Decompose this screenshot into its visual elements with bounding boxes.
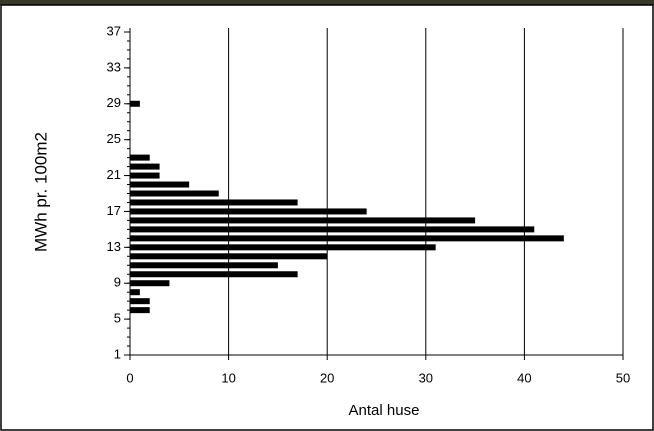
x-tick-label: 30 [419,370,433,385]
x-tick-label: 10 [221,370,235,385]
bar [130,163,160,170]
y-tick-label: 17 [107,203,121,218]
bar [130,181,190,188]
x-tick-label: 50 [616,370,630,385]
top-strip [0,0,654,5]
bar [130,217,476,224]
bar [130,298,150,305]
y-tick-label: 21 [107,167,121,182]
bar [130,253,328,260]
bar [130,280,170,287]
x-axis-label: Antal huse [349,402,420,419]
x-tick-label: 0 [126,370,133,385]
y-axis-label: MWh pr. 100m2 [31,132,50,252]
y-tick-label: 5 [114,311,121,326]
bar [130,262,278,269]
bar [130,289,140,296]
y-tick-label: 37 [107,23,121,38]
bar [130,100,140,107]
x-tick-label: 20 [320,370,334,385]
y-tick-label: 9 [114,275,121,290]
y-tick-label: 1 [114,346,121,361]
y-tick-label: 25 [107,131,121,146]
bar [130,190,219,197]
bar [130,271,298,278]
bar [130,208,367,215]
bar [130,172,160,179]
bar [130,307,150,314]
y-tick-label: 13 [107,239,121,254]
x-tick-label: 40 [517,370,531,385]
bar [130,226,535,233]
bar [130,154,150,161]
bar [130,235,564,242]
bar [130,199,298,206]
bar [130,244,436,251]
y-tick-label: 33 [107,59,121,74]
y-tick-label: 29 [107,95,121,110]
